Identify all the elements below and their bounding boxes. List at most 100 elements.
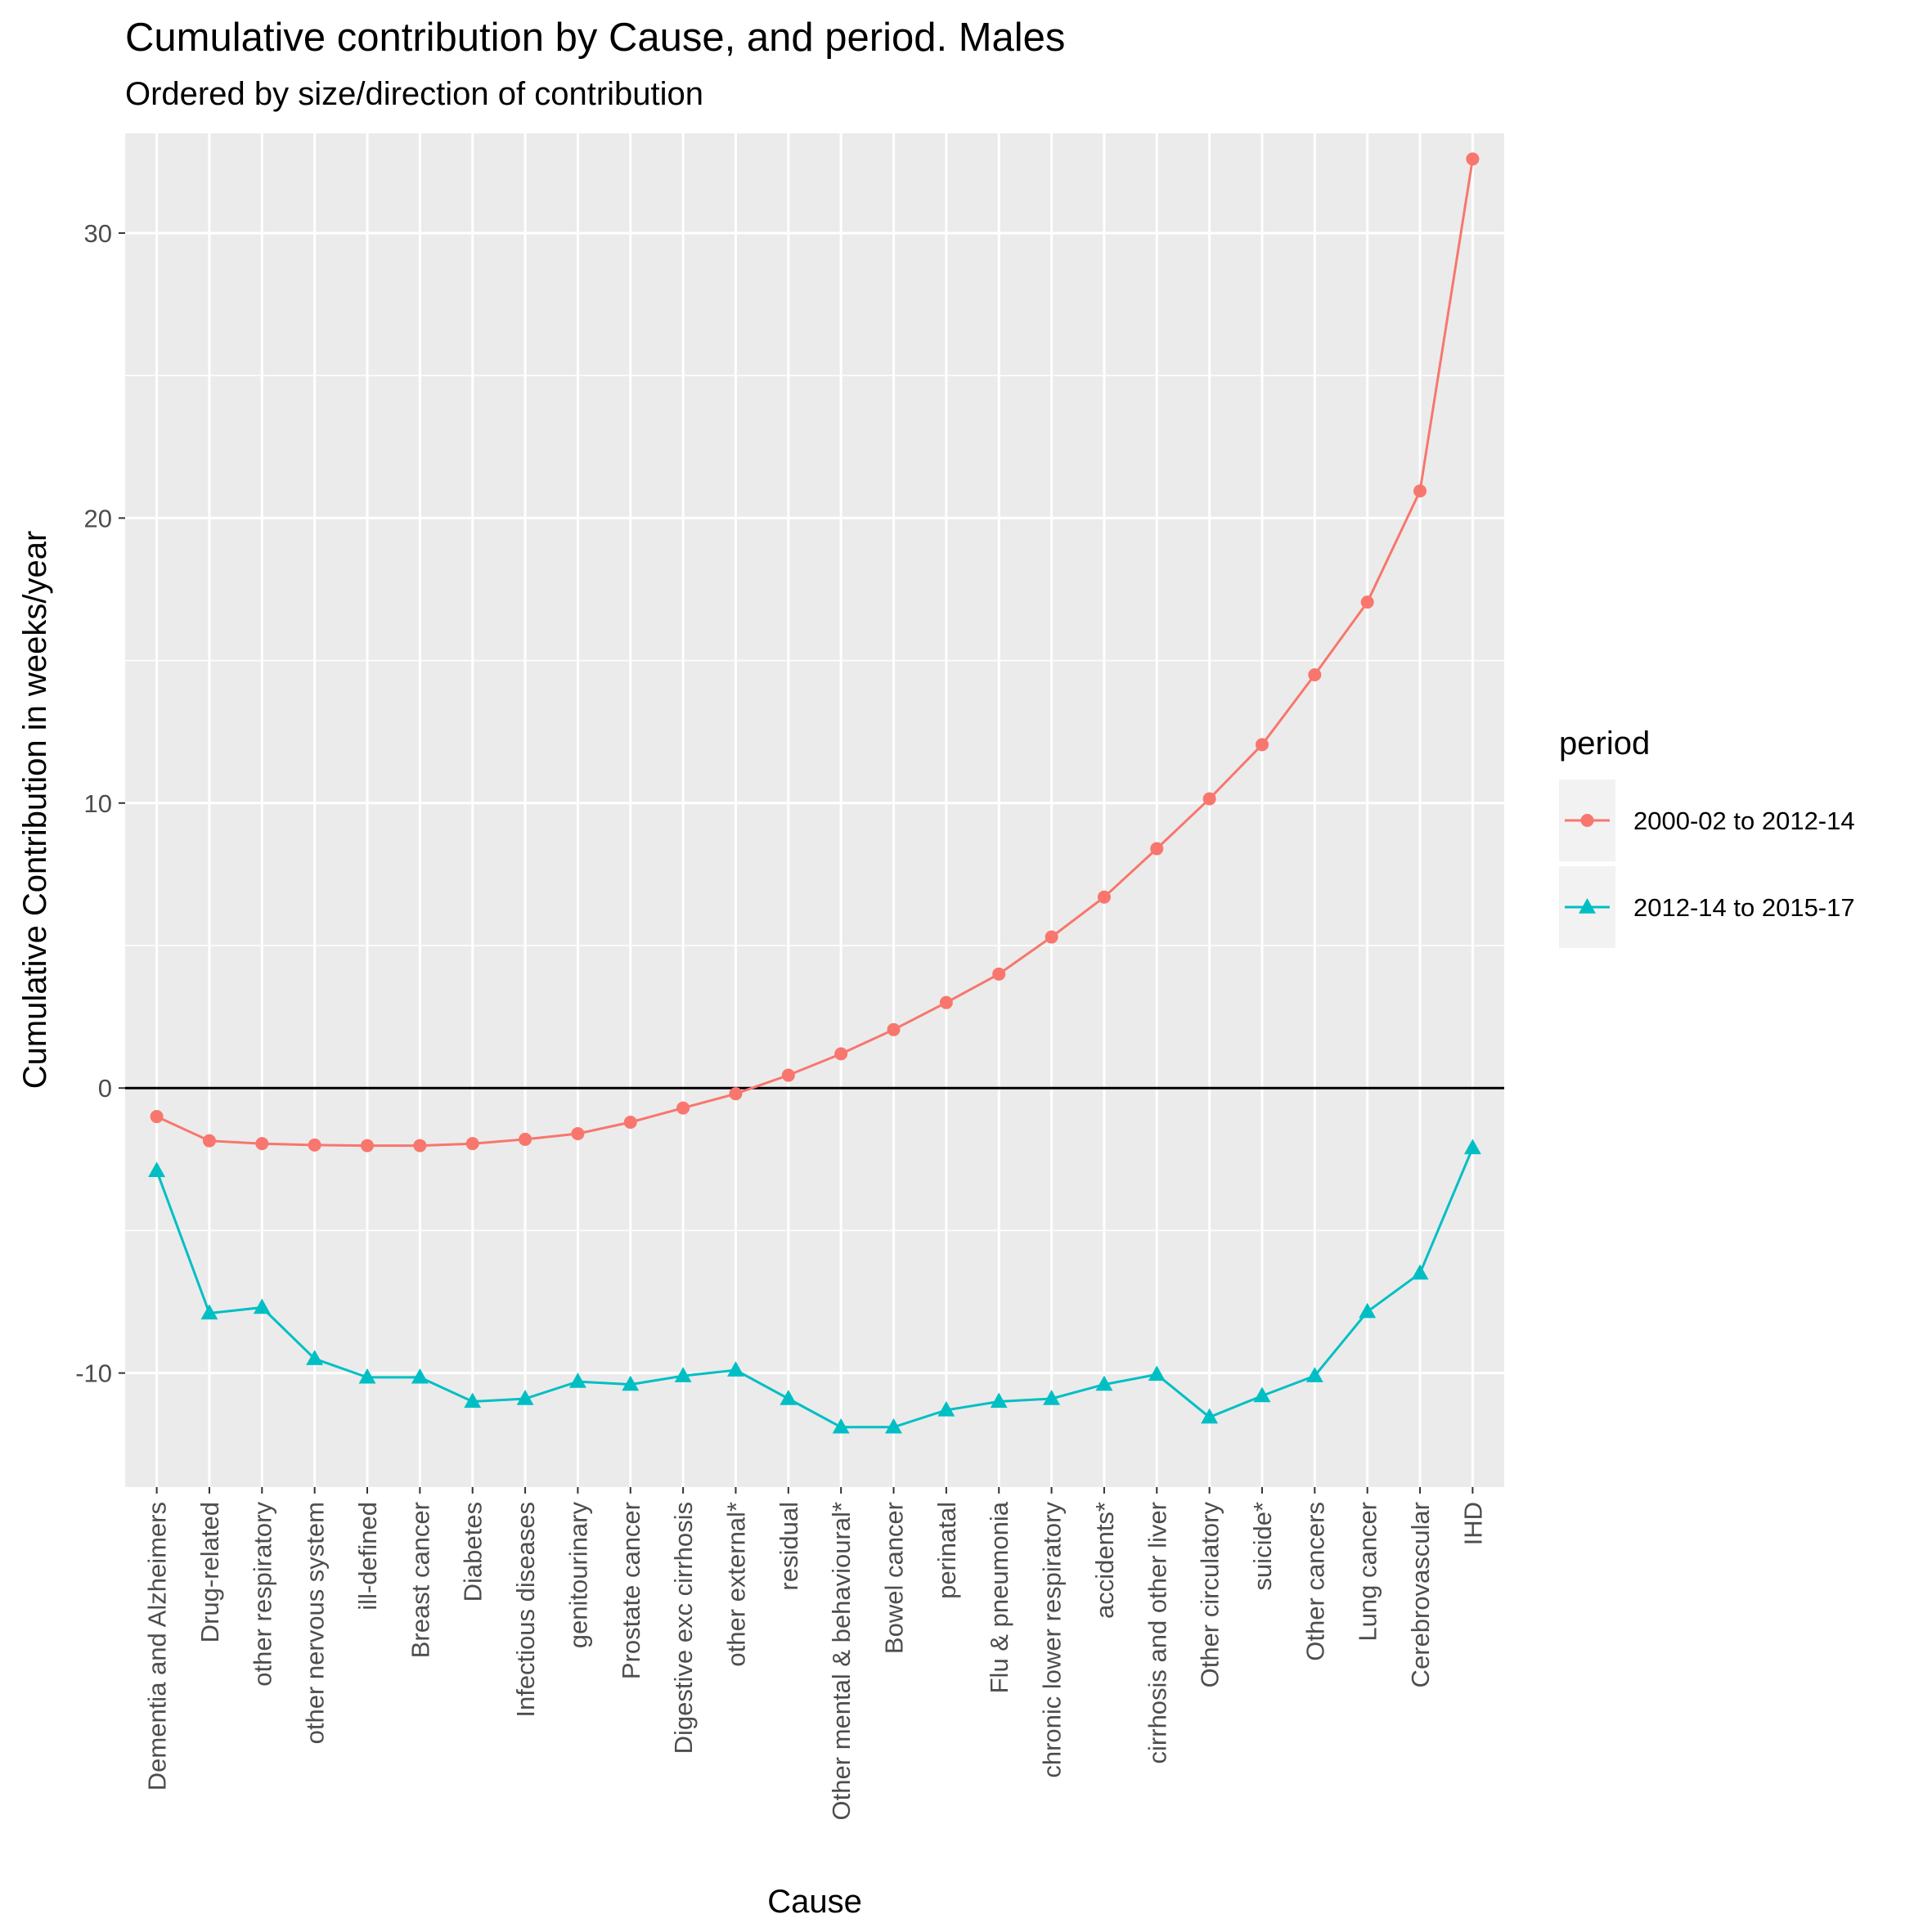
data-point-triangle [832,1418,850,1434]
x-tick-label: Cerebrovascular [1406,1502,1435,1687]
x-tick-label: Breast cancer [406,1502,434,1658]
x-tick-label: Dementia and Alzheimers [143,1502,172,1790]
data-point-triangle [516,1389,534,1405]
x-tick-label: IHD [1458,1502,1487,1545]
data-point-circle [623,1116,637,1130]
data-point-triangle [1411,1264,1429,1280]
data-point-circle [781,1068,795,1082]
x-tick-label: ill-defined [353,1502,382,1611]
data-point-circle [308,1138,321,1152]
data-point-triangle [1201,1408,1219,1424]
x-tick-label: Bowel cancer [880,1502,909,1654]
data-point-triangle [148,1161,166,1177]
y-tick-label: 20 [84,504,112,532]
x-tick-label: Drug-related [195,1502,224,1642]
data-point-circle [1255,738,1269,752]
series-layer [148,152,1481,1434]
data-point-circle [1097,890,1111,904]
data-point-triangle [200,1304,218,1320]
data-point-circle [361,1139,375,1152]
data-point-triangle [1253,1386,1271,1403]
legend-label: 2000-02 to 2012-14 [1633,806,1855,835]
x-tick-label: suicide* [1248,1502,1277,1591]
data-point-circle [1360,595,1374,609]
data-point-circle [519,1132,532,1146]
data-point-triangle [411,1368,429,1384]
data-point-triangle [568,1373,586,1388]
legend-item-2: 2012-14 to 2015-17 [1559,866,1855,948]
plot-panel [125,133,1504,1487]
data-point-triangle [1095,1375,1113,1391]
data-point-circle [887,1022,901,1036]
x-tick-label: genitourinary [564,1502,592,1649]
x-axis-title: Cause [767,1884,862,1920]
x-tick-label: Other cancers [1301,1502,1329,1661]
y-axis: -10 0 10 20 30 [75,219,125,1388]
legend-title: period [1559,726,1650,762]
y-tick-label: 0 [98,1074,112,1103]
x-tick-label: other nervous system [301,1502,330,1744]
y-axis-title: Cumulative Contribution in weeks/year [17,531,53,1090]
data-point-circle [1045,930,1058,944]
data-point-triangle [727,1361,744,1377]
series-line [155,1147,1474,1429]
data-point-triangle [358,1368,376,1384]
data-point-circle [1466,152,1480,166]
data-point-triangle [253,1298,271,1314]
data-point-circle [1308,668,1322,681]
x-tick-label: Other circulatory [1196,1502,1224,1688]
x-tick-label: perinatal [932,1502,961,1599]
x-axis: Dementia and Alzheimers Drug-related other… [143,1487,1487,1820]
data-point-circle [571,1126,585,1140]
legend-item-1: 2000-02 to 2012-14 [1559,780,1855,861]
data-point-triangle [1359,1302,1377,1319]
data-point-circle [413,1139,427,1152]
data-point-circle [1413,484,1427,498]
legend-items: 2000-02 to 2012-14 2012-14 to 2015-17 [1559,780,1855,948]
y-tick-label: 30 [84,219,112,248]
x-tick-label: Diabetes [459,1502,487,1602]
data-point-circle [465,1137,479,1151]
x-tick-label: other respiratory [248,1502,276,1687]
series-line [155,159,1474,1148]
data-point-triangle [306,1350,324,1365]
data-point-circle [992,967,1006,981]
x-tick-label: other external* [721,1502,750,1667]
data-point-triangle [937,1400,955,1417]
y-tick-label: 10 [84,789,112,818]
data-point-circle [202,1134,216,1148]
data-point-circle [834,1047,848,1061]
legend: period 2000-02 to 2012-14 2012-14 to 2015… [1559,726,1855,948]
data-point-circle [729,1087,743,1101]
data-point-triangle [990,1392,1008,1409]
x-tick-label: Flu & pneumonia [985,1501,1013,1693]
data-point-circle [676,1101,690,1115]
data-point-triangle [885,1418,902,1434]
chart-subtitle: Ordered by size/direction of contributio… [125,76,703,112]
data-point-triangle [1148,1365,1166,1382]
data-point-triangle [1305,1367,1323,1382]
y-tick-label: -10 [75,1359,112,1388]
data-point-circle [1150,842,1164,856]
x-tick-label: Digestive exc cirrhosis [669,1502,698,1754]
chart-title: Cumulative contribution by Cause, and pe… [125,16,1065,60]
x-tick-label: Lung cancer [1354,1502,1382,1642]
x-tick-label: Other mental & behavioural* [827,1502,856,1820]
legend-key-circle [1580,814,1594,827]
data-point-circle [255,1137,269,1151]
data-point-circle [1202,792,1216,806]
series-1 [150,152,1480,1152]
x-tick-label: chronic lower respiratory [1038,1502,1067,1778]
data-point-triangle [1043,1389,1061,1405]
x-tick-label: Prostate cancer [617,1502,645,1679]
data-point-circle [150,1110,164,1124]
series-2 [148,1139,1481,1434]
legend-label: 2012-14 to 2015-17 [1633,893,1855,922]
x-tick-label: residual [775,1502,803,1591]
x-tick-label: Infectious diseases [511,1502,540,1718]
data-point-triangle [464,1392,482,1409]
data-point-circle [939,995,953,1009]
data-point-triangle [622,1375,640,1391]
x-tick-label: cirrhosis and other liver [1143,1502,1171,1764]
